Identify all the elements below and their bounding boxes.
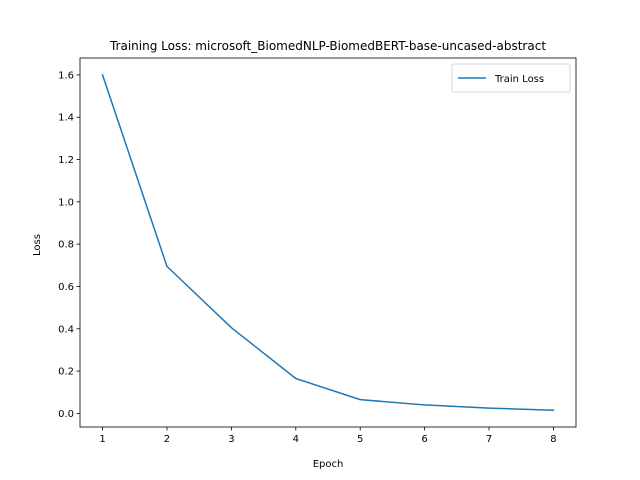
y-tick-label: 1.0	[58, 197, 74, 208]
x-tick-label: 1	[99, 434, 105, 445]
y-tick-label: 1.2	[58, 155, 74, 166]
chart-title: Training Loss: microsoft_BiomedNLP-Biome…	[109, 39, 546, 53]
x-tick-label: 4	[293, 434, 299, 445]
x-tick-label: 5	[357, 434, 363, 445]
x-tick-label: 7	[486, 434, 492, 445]
y-tick-label: 0.8	[58, 240, 74, 251]
x-tick-label: 2	[164, 434, 170, 445]
y-tick-label: 1.4	[58, 113, 74, 124]
x-tick-label: 3	[228, 434, 234, 445]
plot-area: 1 2 3 4 5 6 7 8 0.0 0.2 0.4 0.6 0.8 1.0 1.2 1.4 1.6 Train…	[58, 57, 577, 445]
x-tick-label: 8	[550, 434, 556, 445]
x-axis-label: Epoch	[313, 459, 344, 470]
series-line-0	[101, 73, 555, 411]
y-axis-label: Loss	[32, 234, 43, 256]
legend-label: Train Loss	[494, 74, 544, 85]
x-tick-label: 6	[421, 434, 427, 445]
y-tick-label: 1.6	[58, 70, 74, 81]
legend-box	[451, 63, 571, 93]
y-tick-label: 0.6	[58, 282, 74, 293]
y-tick-label: 0.4	[58, 324, 74, 335]
y-tick-label: 0.2	[58, 367, 74, 378]
y-tick-label: 0.0	[58, 409, 74, 420]
axes-frame	[79, 57, 577, 428]
